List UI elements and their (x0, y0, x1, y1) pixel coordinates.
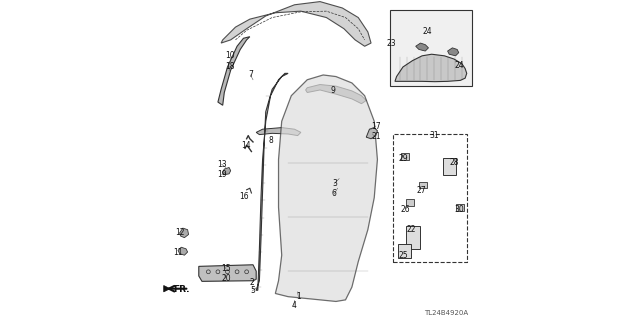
Polygon shape (223, 167, 230, 175)
Polygon shape (221, 2, 371, 46)
Text: 29: 29 (399, 154, 408, 163)
Text: 2: 2 (250, 278, 255, 287)
Text: 17: 17 (371, 122, 381, 130)
Text: 18: 18 (225, 62, 235, 71)
Polygon shape (180, 228, 189, 238)
Text: 10: 10 (225, 51, 235, 60)
Text: 1: 1 (296, 292, 301, 301)
Text: TL24B4920A: TL24B4920A (424, 310, 468, 315)
Text: 30: 30 (455, 205, 465, 214)
Text: 13: 13 (217, 160, 227, 169)
Polygon shape (395, 54, 467, 82)
Polygon shape (275, 75, 378, 301)
FancyBboxPatch shape (390, 10, 472, 86)
Polygon shape (256, 73, 288, 290)
Text: 6: 6 (332, 189, 337, 198)
Text: 5: 5 (250, 286, 255, 295)
Text: 24: 24 (422, 27, 431, 36)
Text: 20: 20 (221, 274, 230, 283)
Text: 27: 27 (417, 186, 426, 195)
FancyBboxPatch shape (443, 158, 456, 175)
Text: 8: 8 (268, 136, 273, 145)
Polygon shape (199, 265, 256, 281)
Text: 25: 25 (399, 251, 408, 260)
Text: 26: 26 (401, 205, 410, 214)
Text: 31: 31 (429, 131, 439, 140)
Text: 7: 7 (248, 70, 253, 79)
Text: 28: 28 (450, 158, 460, 167)
Text: 19: 19 (217, 170, 227, 179)
Bar (401, 153, 410, 160)
Text: 3: 3 (332, 179, 337, 188)
FancyBboxPatch shape (406, 226, 420, 249)
Polygon shape (447, 48, 459, 56)
Bar (456, 204, 463, 211)
Bar (406, 199, 414, 206)
Text: 21: 21 (371, 132, 381, 141)
FancyBboxPatch shape (398, 244, 411, 258)
Polygon shape (178, 247, 188, 255)
Polygon shape (306, 85, 366, 104)
Text: 16: 16 (239, 192, 249, 201)
Polygon shape (218, 37, 250, 105)
Text: 12: 12 (175, 228, 185, 237)
Bar (419, 182, 427, 188)
Polygon shape (256, 128, 301, 136)
Text: 22: 22 (406, 225, 415, 234)
Text: 14: 14 (241, 141, 251, 150)
Text: FR.: FR. (173, 285, 189, 294)
Text: 23: 23 (387, 39, 396, 48)
Text: 4: 4 (291, 301, 296, 310)
Polygon shape (416, 43, 428, 51)
Polygon shape (164, 286, 170, 292)
Text: 15: 15 (221, 264, 230, 273)
Text: 24: 24 (455, 61, 465, 70)
Polygon shape (366, 128, 378, 139)
Text: 9: 9 (330, 86, 335, 95)
Text: 11: 11 (173, 248, 183, 256)
